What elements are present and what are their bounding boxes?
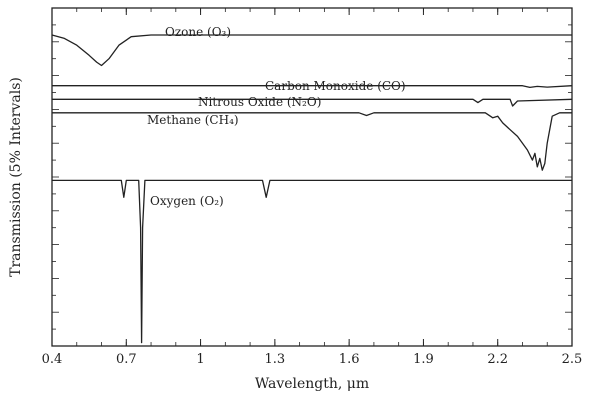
series-label-methane-ch: Methane (CH₄) — [147, 113, 239, 127]
x-tick-label: 1.9 — [413, 352, 434, 367]
x-tick-label: 0.4 — [42, 352, 63, 367]
x-tick-label: 2.5 — [562, 352, 583, 367]
y-axis-title: Transmission (5% Intervals) — [8, 77, 24, 277]
series-label-carbon-monoxide-co: Carbon Monoxide (CO) — [265, 79, 406, 93]
plot-frame — [52, 8, 572, 346]
x-tick-label: 2.2 — [487, 352, 508, 367]
x-tick-label: 1 — [196, 352, 204, 367]
x-tick-label: 0.7 — [116, 352, 137, 367]
series-line-oxygen-o — [52, 180, 572, 342]
x-tick-label: 1.3 — [265, 352, 286, 367]
x-tick-label: 1.6 — [339, 352, 360, 367]
series-line-ozone-o — [52, 35, 572, 66]
series-lines: Ozone (O₃) Carbon Monoxide (CO) Nitrous Ox… — [52, 25, 572, 343]
series-label-nitrous-oxide-n-o: Nitrous Oxide (N₂O) — [198, 95, 321, 109]
series-label-ozone-o: Ozone (O₃) — [165, 25, 231, 39]
series-line-methane-ch — [52, 113, 572, 170]
series-label-oxygen-o: Oxygen (O₂) — [150, 194, 224, 208]
x-axis-title: Wavelength, μm — [255, 376, 369, 392]
